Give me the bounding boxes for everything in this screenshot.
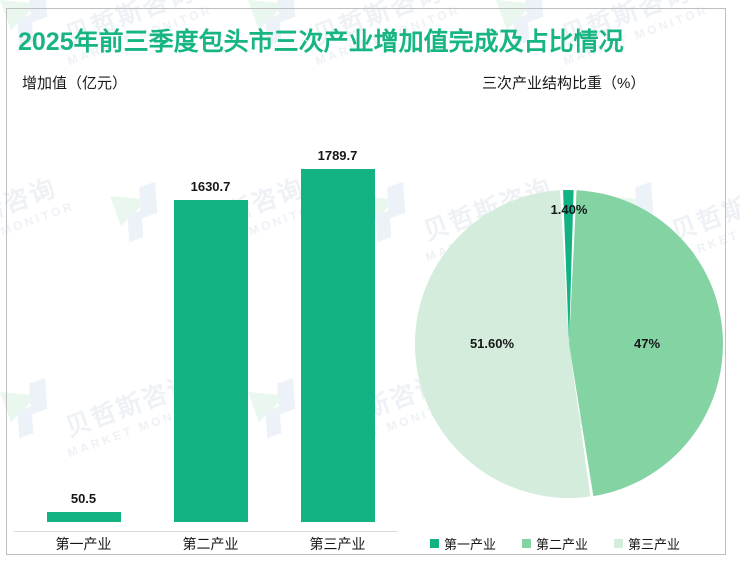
legend-label: 第一产业 bbox=[444, 537, 497, 552]
bar-value-label: 50.5 bbox=[70, 491, 97, 507]
bar-chart-subtitle: 增加值（亿元） bbox=[22, 75, 128, 92]
bar-group: 50.5 第一产业 bbox=[20, 100, 147, 560]
bar-group: 1630.7 第二产业 bbox=[147, 100, 274, 560]
legend-item[interactable]: 第一产业 bbox=[430, 534, 496, 553]
pie-chart-subtitle: 三次产业结构比重（%） bbox=[482, 75, 646, 92]
bar-category-label: 第一产业 bbox=[55, 536, 112, 552]
bar-category-label: 第三产业 bbox=[309, 536, 366, 552]
pie-slice[interactable] bbox=[569, 190, 723, 497]
bar-value-label: 1630.7 bbox=[190, 179, 231, 195]
legend-label: 第二产业 bbox=[536, 537, 589, 552]
bar-chart: 50.5 第一产业 1630.7 第二产业 1789.7 第三产业 bbox=[8, 100, 400, 560]
legend-label: 第三产业 bbox=[628, 537, 681, 552]
pie-chart-svg bbox=[414, 190, 723, 499]
legend-swatch-icon bbox=[430, 539, 439, 548]
legend-item[interactable]: 第三产业 bbox=[614, 534, 680, 553]
legend-swatch-icon bbox=[522, 539, 532, 548]
bar[interactable] bbox=[300, 168, 375, 522]
legend-item[interactable]: 第二产业 bbox=[522, 534, 588, 553]
page-title: 2025年前三季度包头市三次产业增加值完成及占比情况 bbox=[18, 28, 624, 56]
bar[interactable] bbox=[173, 200, 248, 522]
pie-slice-label: 1.40% bbox=[550, 202, 588, 217]
bar-value-label: 1789.7 bbox=[317, 147, 358, 163]
pie-chart: 1.40% 47% 51.60% bbox=[402, 100, 732, 560]
bar-category-label: 第二产业 bbox=[182, 536, 239, 552]
legend-swatch-icon bbox=[614, 539, 624, 548]
bar[interactable] bbox=[46, 512, 121, 522]
pie-chart-legend: 第一产业 第二产业 第三产业 bbox=[430, 534, 680, 553]
bar-group: 1789.7 第三产业 bbox=[274, 100, 401, 560]
bar-chart-baseline bbox=[14, 531, 398, 532]
pie-slice[interactable] bbox=[563, 190, 574, 344]
pie-slice[interactable] bbox=[414, 190, 591, 499]
pie-slice-label: 51.60% bbox=[469, 336, 515, 351]
pie-slice-label: 47% bbox=[633, 336, 661, 351]
